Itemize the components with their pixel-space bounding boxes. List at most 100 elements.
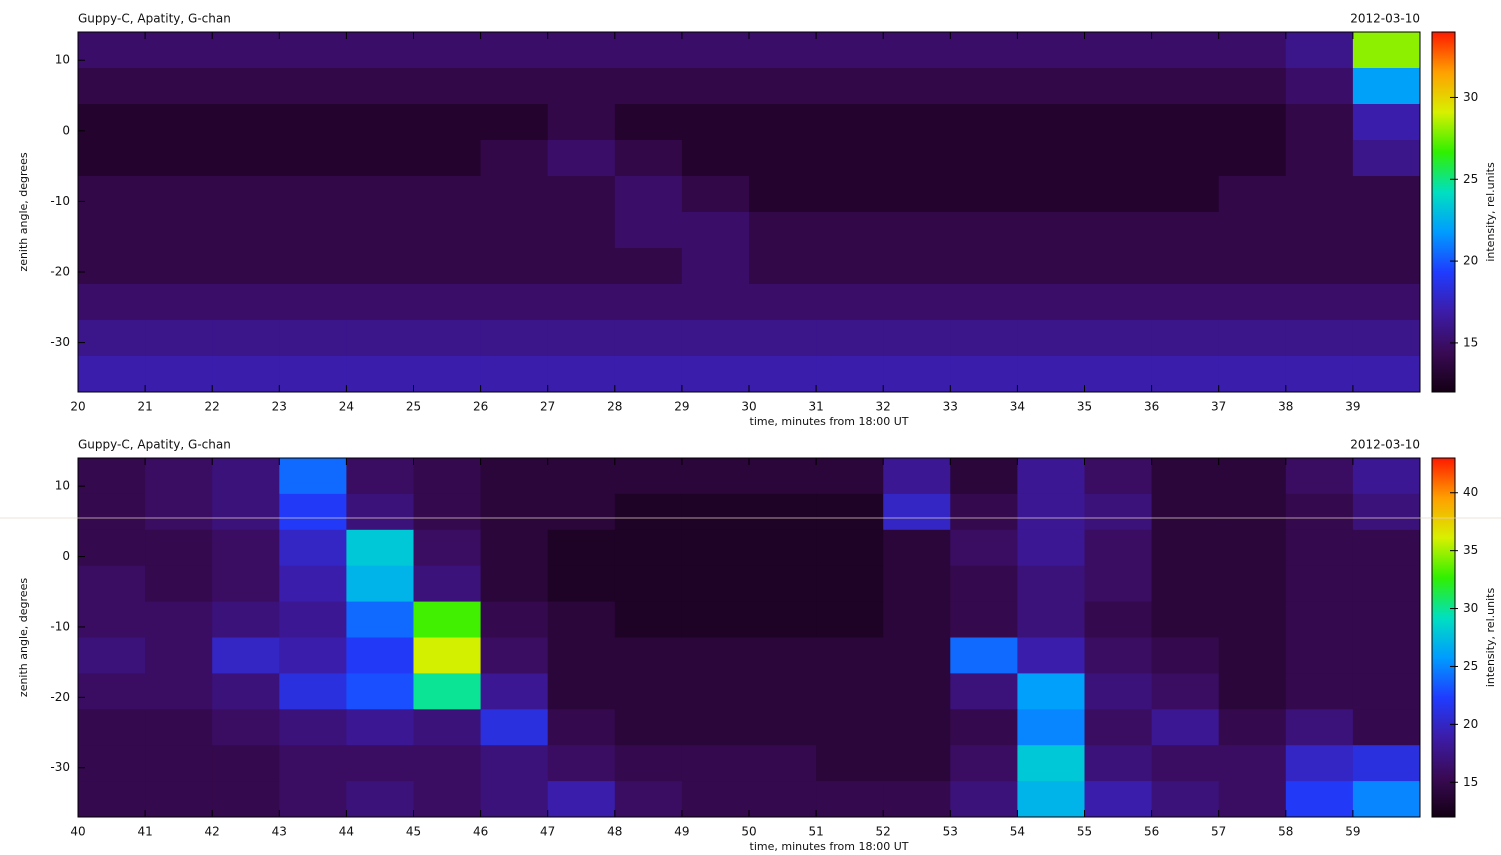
heat-cell xyxy=(883,356,951,393)
heat-cell xyxy=(414,638,482,674)
heat-cell xyxy=(615,320,683,357)
heat-cell xyxy=(1219,745,1287,781)
heat-cell xyxy=(682,140,750,177)
heat-cell xyxy=(279,602,347,638)
heat-cell xyxy=(1085,709,1153,745)
heat-cell xyxy=(346,356,414,393)
heat-cell xyxy=(548,566,616,602)
heat-cell xyxy=(1017,320,1085,357)
heat-cell xyxy=(279,673,347,709)
heat-cell xyxy=(78,68,146,105)
heat-cell xyxy=(414,458,482,494)
x-tick-label: 33 xyxy=(943,400,958,414)
y-tick-label: -10 xyxy=(50,619,70,633)
heat-cell xyxy=(145,32,213,69)
y-tick-label: -20 xyxy=(50,265,70,279)
heat-cell xyxy=(816,248,884,285)
heat-cell xyxy=(1017,745,1085,781)
heat-cell xyxy=(883,104,951,141)
heat-cell xyxy=(950,745,1018,781)
heat-cell xyxy=(950,248,1018,285)
colorbar xyxy=(1432,458,1455,817)
heat-cell xyxy=(212,745,280,781)
heat-cell xyxy=(1353,248,1421,285)
heat-cell xyxy=(682,709,750,745)
heat-cell xyxy=(481,68,549,105)
heat-cell xyxy=(883,494,951,530)
heat-cell xyxy=(1085,356,1153,393)
heat-cell xyxy=(615,284,683,321)
heat-cell xyxy=(615,602,683,638)
heat-cell xyxy=(682,320,750,357)
heat-cell xyxy=(212,673,280,709)
heat-cell xyxy=(1219,248,1287,285)
heat-cell xyxy=(749,709,817,745)
heat-cell xyxy=(145,638,213,674)
heat-cell xyxy=(548,530,616,566)
heat-cell xyxy=(1017,248,1085,285)
heat-cell xyxy=(212,212,280,249)
colorbar-tick-label: 15 xyxy=(1463,335,1478,349)
heat-cell xyxy=(1152,320,1220,357)
heat-cell xyxy=(682,356,750,393)
heat-cell xyxy=(615,32,683,69)
x-tick-label: 22 xyxy=(205,400,220,414)
y-tick-label: 10 xyxy=(55,53,70,67)
heat-cell xyxy=(950,602,1018,638)
heat-cell xyxy=(1286,709,1354,745)
heat-cell xyxy=(816,566,884,602)
heat-cell xyxy=(548,638,616,674)
heat-cell xyxy=(682,602,750,638)
heat-cell xyxy=(1286,638,1354,674)
heat-cell xyxy=(1219,104,1287,141)
heat-cell xyxy=(414,673,482,709)
heat-cell xyxy=(145,176,213,213)
heat-cell xyxy=(749,530,817,566)
heat-cell xyxy=(414,320,482,357)
heat-cell xyxy=(1286,745,1354,781)
heat-cell xyxy=(78,638,146,674)
heat-cell xyxy=(481,176,549,213)
heat-cell xyxy=(950,638,1018,674)
heat-cell xyxy=(749,248,817,285)
heat-cell xyxy=(78,32,146,69)
x-tick-label: 42 xyxy=(205,825,220,839)
heat-cell xyxy=(816,104,884,141)
x-tick-label: 32 xyxy=(876,400,891,414)
heat-cell xyxy=(548,356,616,393)
heat-cell xyxy=(548,709,616,745)
heat-cell xyxy=(1353,32,1421,69)
heat-cell xyxy=(78,530,146,566)
heat-cell xyxy=(78,248,146,285)
heat-cell xyxy=(883,566,951,602)
heat-cell xyxy=(414,745,482,781)
heat-cell xyxy=(1152,566,1220,602)
heat-cell xyxy=(1219,494,1287,530)
heat-cell xyxy=(883,284,951,321)
heat-cell xyxy=(1017,494,1085,530)
heat-cell xyxy=(279,530,347,566)
heat-cell xyxy=(1017,673,1085,709)
heat-cell xyxy=(816,781,884,817)
heat-cell xyxy=(816,638,884,674)
heat-cell xyxy=(1017,781,1085,817)
heat-cell xyxy=(145,284,213,321)
heat-cell xyxy=(346,745,414,781)
heat-cell xyxy=(1286,104,1354,141)
heat-cell xyxy=(1152,140,1220,177)
heat-cell xyxy=(1017,530,1085,566)
heat-cell xyxy=(816,176,884,213)
heat-cell xyxy=(1152,104,1220,141)
heat-cell xyxy=(481,320,549,357)
heat-cell xyxy=(1085,530,1153,566)
chart-date: 2012-03-10 xyxy=(1350,438,1420,452)
chart-title: Guppy-C, Apatity, G-chan xyxy=(78,12,231,26)
heat-cell xyxy=(1219,68,1287,105)
heat-cell xyxy=(481,458,549,494)
x-tick-label: 50 xyxy=(741,825,756,839)
heat-cell xyxy=(548,673,616,709)
heat-cell xyxy=(548,176,616,213)
heat-cell xyxy=(346,530,414,566)
heat-cell xyxy=(1152,781,1220,817)
